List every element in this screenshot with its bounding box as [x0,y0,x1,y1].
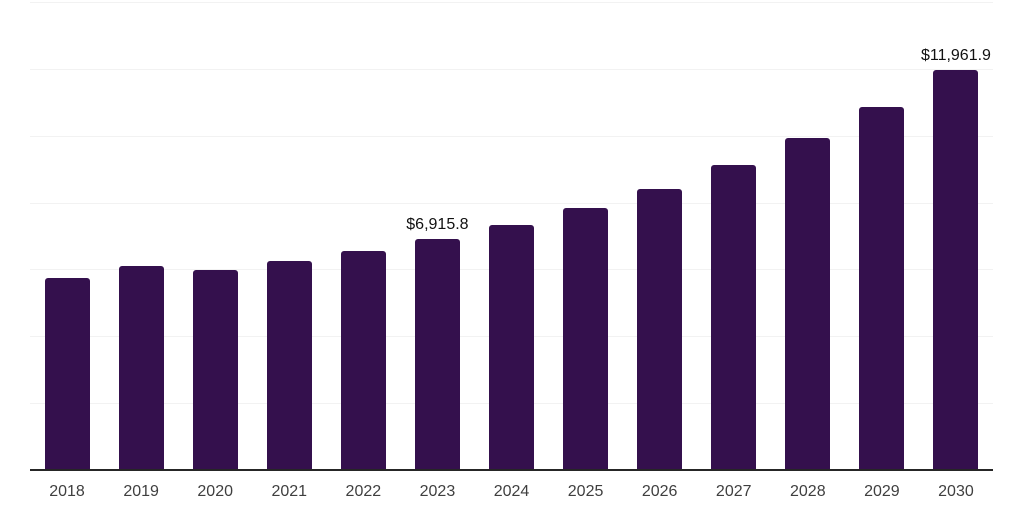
bar-2026 [637,188,683,470]
bar-2020 [192,270,238,470]
x-tick-2023: 2023 [419,483,456,500]
gridline-14000 [30,2,993,3]
gridline-12000 [30,68,993,70]
x-axis-line [30,469,993,471]
x-tick-2029: 2029 [864,483,900,500]
bar-value-label-2030: $11,961.9 [920,47,991,65]
x-tick-2022: 2022 [345,483,382,500]
x-tick-2018: 2018 [49,483,85,500]
bar-2029 [859,107,905,470]
gridline-10000 [30,135,993,137]
bar-2030 [933,70,979,470]
plot-area: $6,915.8 $11,961.9 [30,2,993,471]
x-tick-2025: 2025 [567,483,604,500]
bar-2019 [118,266,164,470]
gridline-8000 [30,202,993,204]
x-tick-2019: 2019 [123,483,159,500]
x-tick-2021: 2021 [271,483,308,500]
bar-2023 [414,238,460,470]
bar-2028 [785,137,831,470]
x-tick-2030: 2030 [938,483,974,500]
bar-2021 [266,261,312,470]
bar-2024 [489,224,534,470]
x-tick-2026: 2026 [641,483,678,500]
x-tick-2027: 2027 [715,483,752,500]
bar-2027 [711,164,757,470]
bar-2025 [563,208,609,470]
bar-value-label-2023: $6,915.8 [406,215,469,233]
x-tick-2020: 2020 [197,483,233,500]
bar-2022 [340,251,386,470]
bar-2018 [44,277,90,470]
x-tick-2028: 2028 [790,483,826,500]
x-tick-2024: 2024 [493,483,530,500]
